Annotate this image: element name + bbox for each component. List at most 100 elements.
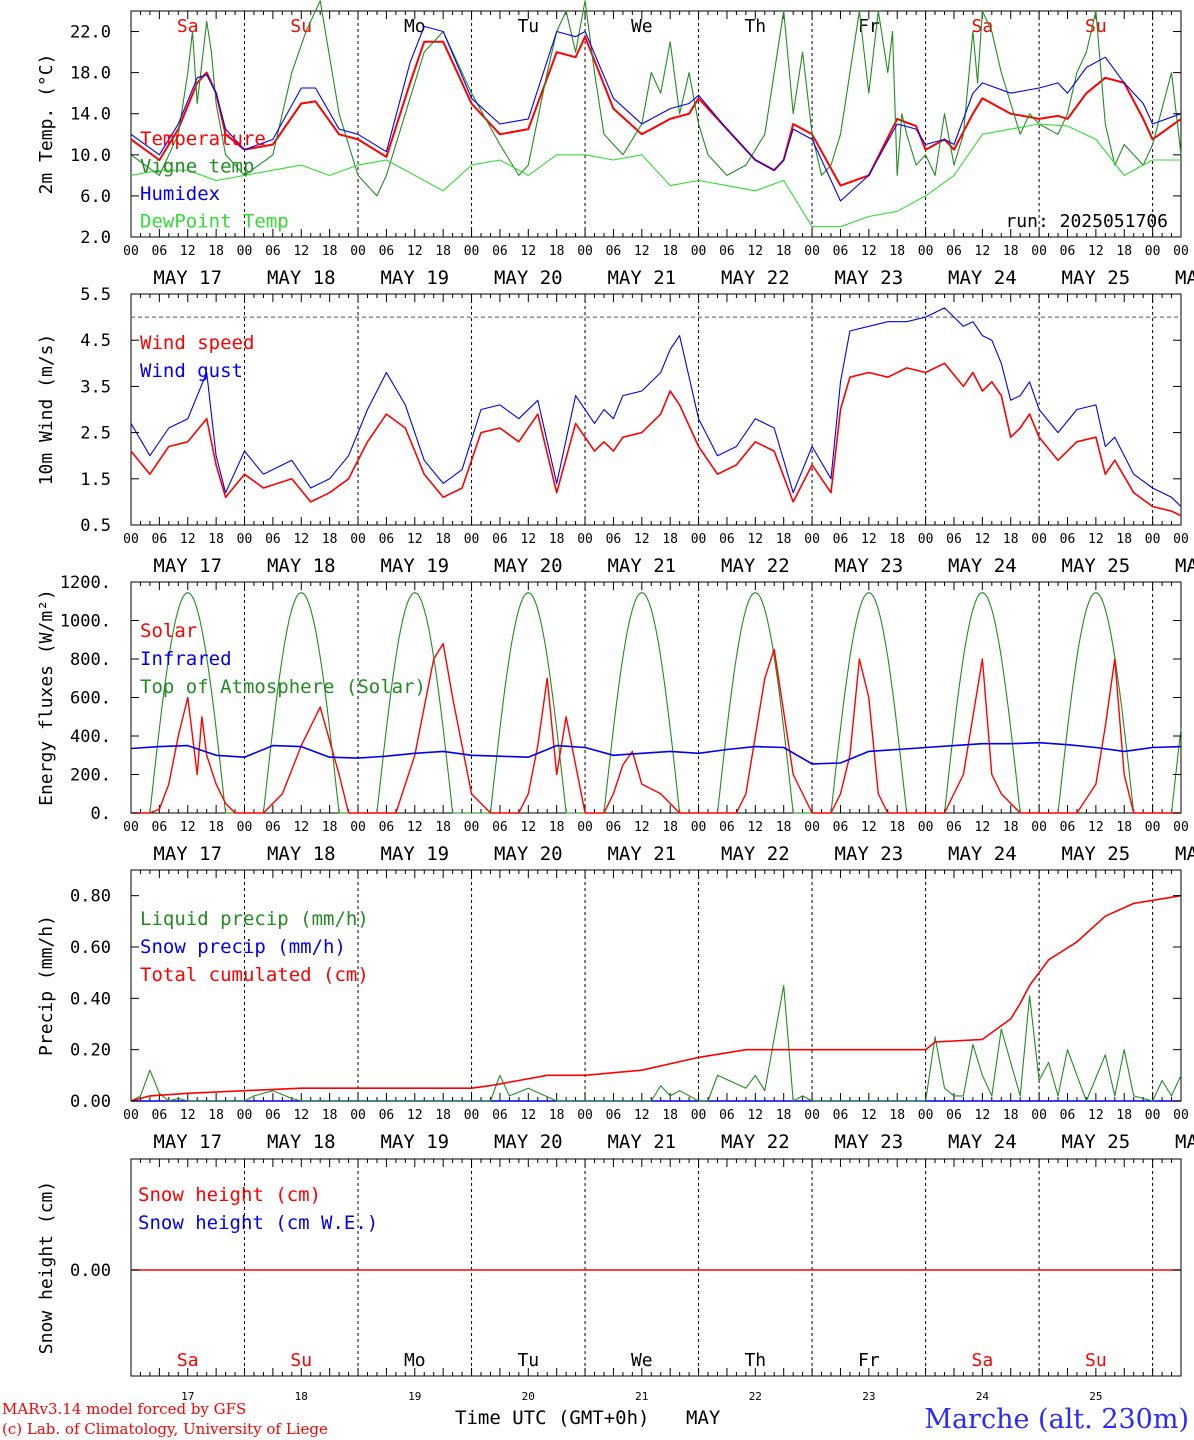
- date-label: MAY 26: [1175, 555, 1194, 577]
- date-label: MAY 17: [153, 843, 222, 865]
- lab-credit: (c) Lab. of Climatology, University of L…: [2, 1420, 328, 1438]
- y-tick-label: 3.5: [80, 377, 111, 397]
- hour-tick-label: 06: [152, 532, 168, 547]
- hour-tick-label: 06: [152, 820, 168, 835]
- hour-tick-label: 12: [747, 1108, 763, 1123]
- hour-tick-label: 06: [833, 532, 849, 547]
- series-line-3: [130, 123, 1181, 228]
- hour-tick-label: 06: [1060, 1108, 1076, 1123]
- y-tick-label: 0.: [91, 804, 111, 824]
- hour-tick-label: 18: [889, 1108, 905, 1123]
- date-label: MAY 21: [607, 1131, 676, 1153]
- y-tick-label: 1200.: [60, 573, 111, 593]
- day-name-label: Tu: [517, 16, 539, 37]
- hour-tick-label: 18: [322, 1108, 338, 1123]
- hour-tick-label: 06: [606, 820, 622, 835]
- hour-tick-label: 12: [747, 532, 763, 547]
- hour-tick-label: 00: [123, 532, 139, 547]
- date-label: MAY 24: [948, 843, 1017, 865]
- hour-tick-label: 06: [492, 244, 508, 259]
- hour-tick-label: 18: [322, 820, 338, 835]
- legend-wind-gust: Wind gust: [140, 360, 243, 382]
- date-label: MAY 24: [948, 267, 1017, 289]
- hour-tick-label: 18: [322, 532, 338, 547]
- date-label: MAY 23: [835, 555, 904, 577]
- y-tick-label: 14.0: [70, 105, 111, 125]
- hour-tick-label: 12: [861, 532, 877, 547]
- hour-tick-label: 00: [464, 1108, 480, 1123]
- y-tick-label: 1.5: [80, 470, 111, 490]
- y-axis-label: 2m Temp. (°C): [36, 54, 57, 195]
- y-axis-label: 10m Wind (m/s): [36, 334, 57, 486]
- date-label: MAY 18: [267, 1131, 336, 1153]
- hour-tick-label: 12: [975, 820, 991, 835]
- legend-snow-precip-mm-h-: Snow precip (mm/h): [140, 936, 346, 958]
- hour-tick-label: 12: [407, 532, 423, 547]
- hour-tick-label: 00: [577, 820, 593, 835]
- hour-tick-label: 00: [577, 532, 593, 547]
- legend-infrared: Infrared: [140, 648, 232, 670]
- hour-tick-label: 18: [435, 244, 451, 259]
- hour-tick-label: 00: [918, 1108, 934, 1123]
- date-label: MAY 20: [494, 267, 563, 289]
- hour-tick-label: 12: [293, 1108, 309, 1123]
- hour-tick-label: 18: [1116, 1108, 1132, 1123]
- hour-tick-label: 00: [1031, 820, 1047, 835]
- hour-tick-label: 00: [804, 1108, 820, 1123]
- hour-tick-label: 12: [1088, 1108, 1104, 1123]
- infrared-line: [130, 741, 1182, 765]
- hour-tick-label: 12: [180, 244, 196, 259]
- hour-tick-label: 12: [1088, 532, 1104, 547]
- hour-tick-label: 18: [549, 1108, 565, 1123]
- day-number-label: 24: [976, 1390, 990, 1403]
- hour-tick-label: 00: [464, 820, 480, 835]
- legend-humidex: Humidex: [140, 183, 220, 205]
- date-label: MAY 25: [1062, 1131, 1131, 1153]
- hour-tick-label: 12: [293, 532, 309, 547]
- hour-tick-label: 18: [549, 820, 565, 835]
- y-tick-label: 800.: [70, 650, 111, 670]
- date-label: MAY 21: [607, 555, 676, 577]
- hour-tick-label: 00: [123, 820, 139, 835]
- hour-tick-label: 00: [1145, 532, 1161, 547]
- date-label: MAY 23: [835, 843, 904, 865]
- hour-tick-label: 18: [662, 820, 678, 835]
- hour-tick-label: 06: [946, 820, 962, 835]
- date-label: MAY 18: [267, 267, 336, 289]
- hour-tick-label: 18: [208, 244, 224, 259]
- hour-tick-label: 06: [606, 244, 622, 259]
- date-label: MAY 22: [721, 1131, 790, 1153]
- y-tick-label: 6.0: [80, 187, 111, 207]
- hour-tick-label: 00: [691, 244, 707, 259]
- y-tick-label: 200.: [70, 766, 111, 786]
- legend-temperature: Temperature: [140, 128, 266, 150]
- date-label: MAY 17: [153, 267, 222, 289]
- day-name-label: Fr: [858, 16, 880, 37]
- hour-tick-label: 18: [208, 532, 224, 547]
- meteogram-panels: Sa Su Mo Tu We Th Fr Sa Su Mo 2.0 6.0 10.0 14.0 18.0 22…: [36, 0, 1194, 1403]
- hour-tick-label: 00: [350, 532, 366, 547]
- hour-tick-label: 18: [1003, 532, 1019, 547]
- hour-tick-label: 18: [435, 1108, 451, 1123]
- date-label: MAY 26: [1175, 1131, 1194, 1153]
- hour-tick-label: 00: [577, 244, 593, 259]
- date-label: MAY 24: [948, 1131, 1017, 1153]
- day-number-label: 19: [408, 1390, 421, 1403]
- hour-tick-label: 06: [606, 532, 622, 547]
- y-tick-label: 400.: [70, 727, 111, 747]
- hour-tick-label: 06: [833, 244, 849, 259]
- hour-tick-label: 18: [1003, 244, 1019, 259]
- hour-tick-label: 06: [719, 244, 735, 259]
- hour-tick-label: 12: [747, 244, 763, 259]
- hour-tick-label: 12: [975, 1108, 991, 1123]
- hour-tick-label: 12: [634, 244, 650, 259]
- hour-tick-label: 12: [861, 1108, 877, 1123]
- hour-tick-label: 12: [861, 820, 877, 835]
- hour-tick-label: 18: [1116, 820, 1132, 835]
- y-tick-label: 0.00: [70, 1092, 111, 1112]
- hour-tick-label: 18: [662, 1108, 678, 1123]
- date-label: MAY 26: [1175, 267, 1194, 289]
- date-label: MAY 22: [721, 843, 790, 865]
- hour-tick-label: 12: [407, 820, 423, 835]
